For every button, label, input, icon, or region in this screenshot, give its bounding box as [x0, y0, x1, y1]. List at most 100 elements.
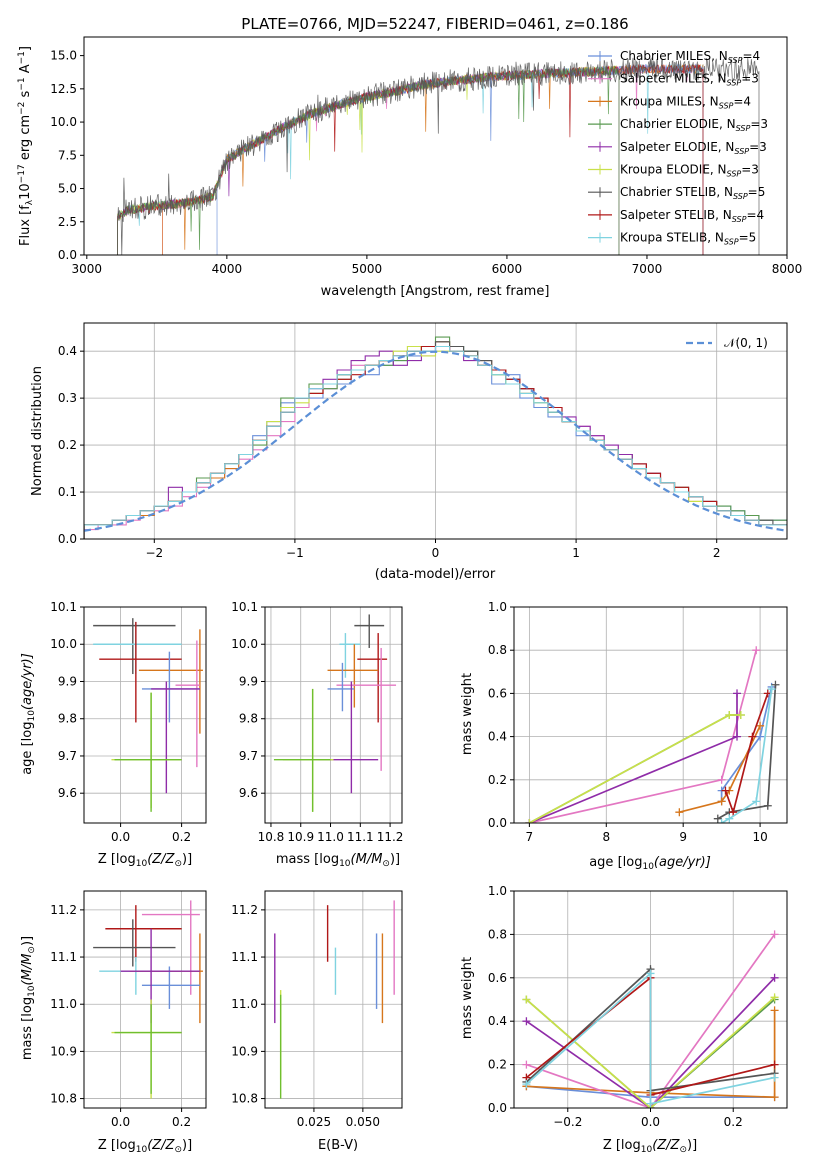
- legend-value: =3: [741, 163, 759, 177]
- ylabel-part: 10: [27, 710, 37, 722]
- weightage-plus-marker: [736, 711, 745, 719]
- weightage-plus-marker: [752, 797, 761, 806]
- weightage-ytick-label: 0.2: [488, 773, 507, 787]
- weightZ-ytick-label: 0.8: [488, 927, 507, 941]
- residuals-ylabel: Normed distribution: [30, 366, 45, 496]
- spectrum-xtick-label: 4000: [212, 262, 243, 276]
- weightage-frame: [513, 606, 788, 824]
- massZ-errorbar-point: [141, 900, 200, 995]
- weightZ-plus-marker: [646, 1099, 655, 1108]
- massZ-ytick-label: 10.9: [50, 1044, 77, 1058]
- massZ-xlabel: Z [log10(Z/Z⊙)]: [98, 1138, 192, 1155]
- weightZ-plus-marker: [522, 1080, 531, 1089]
- ylabel-part: λ: [25, 199, 35, 205]
- weightage-plus-marker: [713, 814, 722, 823]
- massebv-ytick-label: 11.0: [231, 997, 258, 1011]
- ylabel-part: )]: [20, 936, 35, 946]
- weightage-plus-marker: [756, 732, 765, 741]
- legend-sub: SSP: [728, 56, 743, 65]
- ylabel-part: −2: [17, 102, 27, 115]
- xlabel-part: )]: [390, 852, 400, 867]
- ylabel-part: −17: [17, 164, 27, 183]
- legend-text: Chabrier ELODIE, N: [620, 117, 736, 131]
- spectrum-ytick-label: 5.0: [58, 182, 77, 196]
- xlabel-part: Z [log: [98, 1138, 136, 1153]
- xlabel-part: (Z/Z: [652, 1138, 680, 1153]
- ylabel-part: ]: [18, 46, 33, 51]
- weightage-plus-marker: [763, 801, 772, 810]
- ageZ-errorbar-point: [99, 621, 182, 723]
- massebv-points: [274, 900, 395, 1099]
- massZ-frame: [83, 890, 207, 1109]
- legend-text: Salpeter MILES, N: [620, 72, 727, 86]
- ylabel-part: Flux [f: [18, 205, 33, 246]
- xlabel-part: )]: [182, 1138, 192, 1153]
- legend-sub: SSP: [724, 238, 739, 247]
- weightZ-lines: [522, 930, 779, 1108]
- agemass-xtick-label: 11.1: [347, 830, 374, 844]
- xlabel-part: 10: [136, 1145, 148, 1155]
- agemass-ytick-label: 9.7: [239, 749, 258, 763]
- residuals-xtick-label: 2: [713, 546, 721, 560]
- agemass-ytick-label: 9.6: [239, 786, 258, 800]
- weightZ-plus-marker: [770, 1006, 779, 1015]
- massZ-errorbar-point: [114, 1004, 182, 1094]
- residuals-ytick-label: 0.4: [58, 344, 77, 358]
- agemass-points: [273, 614, 397, 812]
- weightZ-xtick-label: 0.0: [641, 1115, 660, 1129]
- ageZ-axes: 0.0 0.2 9.6 9.7 9.8 9.9 10.0 10.1: [50, 600, 206, 844]
- legend-entry-label: Kroupa STELIB, NSSP=5: [620, 231, 756, 247]
- xlabel-part: ⊙: [382, 859, 390, 869]
- residuals-xlabel: (data-model)/error: [375, 567, 496, 582]
- legend-entry-label: Salpeter MILES, NSSP=3: [620, 72, 759, 88]
- weightZ-plus-marker: [522, 1060, 531, 1069]
- spectrum-ytick-label: 7.5: [58, 148, 77, 162]
- legend-entry-label: Kroupa MILES, NSSP=4: [620, 94, 751, 110]
- residuals-xtick-label: 1: [572, 546, 580, 560]
- weightZ-plus-marker: [770, 1073, 779, 1082]
- legend-text: Kroupa STELIB, N: [620, 231, 724, 245]
- weightage-axes: 7 8 9 10 0.0 0.2 0.4 0.6 0.8 1.0: [488, 600, 787, 844]
- legend-entry-label: Chabrier ELODIE, NSSP=3: [620, 117, 768, 133]
- weightage-plus-marker: [756, 721, 765, 730]
- ylabel-part: (age/yr)]: [20, 653, 35, 710]
- normal-legend-label: 𝒩(0, 1): [724, 336, 768, 350]
- legend-value: =3: [750, 117, 768, 131]
- spectrum-title: PLATE=0766, MJD=52247, FIBERID=0461, z=0…: [241, 15, 628, 33]
- legend-entry-label: Salpeter ELODIE, NSSP=3: [620, 140, 767, 156]
- weightZ-ytick-label: 0.4: [488, 1014, 507, 1028]
- weightZ-ytick-label: 1.0: [488, 884, 507, 898]
- xlabel-part: (Z/Z: [147, 852, 175, 867]
- ylabel-part: 10: [18, 183, 33, 200]
- xlabel-part: 10: [136, 859, 148, 869]
- residuals-frame: [83, 322, 788, 540]
- residuals-ytick-label: 0.3: [58, 391, 77, 405]
- spectrum-axes: 3000 4000 5000 6000 7000 8000 0.0 2.5 5.0 7.5 10.0…: [50, 49, 802, 276]
- weightZ-frame: [513, 890, 788, 1109]
- agemass-errorbar-point: [273, 688, 331, 812]
- agemass-ytick-label: 10.1: [231, 600, 258, 614]
- weightZ-series-line: [526, 1010, 776, 1099]
- ageZ-ytick-label: 10.0: [50, 637, 77, 651]
- xlabel-part: ⊙: [174, 859, 182, 869]
- massZ-errorbar-point: [105, 905, 182, 962]
- ageZ-errorbar-point: [93, 618, 176, 675]
- weightage-xtick-label: 10: [752, 830, 767, 844]
- massebv-xtick-label: 0.025: [297, 1115, 331, 1129]
- xlabel-part: (M/M: [351, 852, 383, 867]
- weightage-lines: [525, 646, 780, 823]
- residuals-ytick-label: 0.1: [58, 485, 77, 499]
- ageZ-ytick-label: 9.6: [58, 786, 77, 800]
- spectrum-xtick-label: 3000: [72, 262, 103, 276]
- ageZ-errorbar-point: [175, 640, 200, 768]
- massZ-ylabel: mass [log10(M/M⊙)]: [20, 936, 37, 1060]
- xlabel-part: (age/yr)]: [654, 855, 711, 870]
- spectrum-xtick-label: 5000: [352, 262, 383, 276]
- massebv-ytick-label: 10.9: [231, 1044, 258, 1058]
- weightZ-plus-marker: [770, 993, 779, 1002]
- weightage-plus-marker: [725, 711, 734, 719]
- massebv-xtick-label: 0.050: [346, 1115, 380, 1129]
- agemass-xtick-label: 10.9: [287, 830, 314, 844]
- ylabel-part: −1: [17, 51, 27, 64]
